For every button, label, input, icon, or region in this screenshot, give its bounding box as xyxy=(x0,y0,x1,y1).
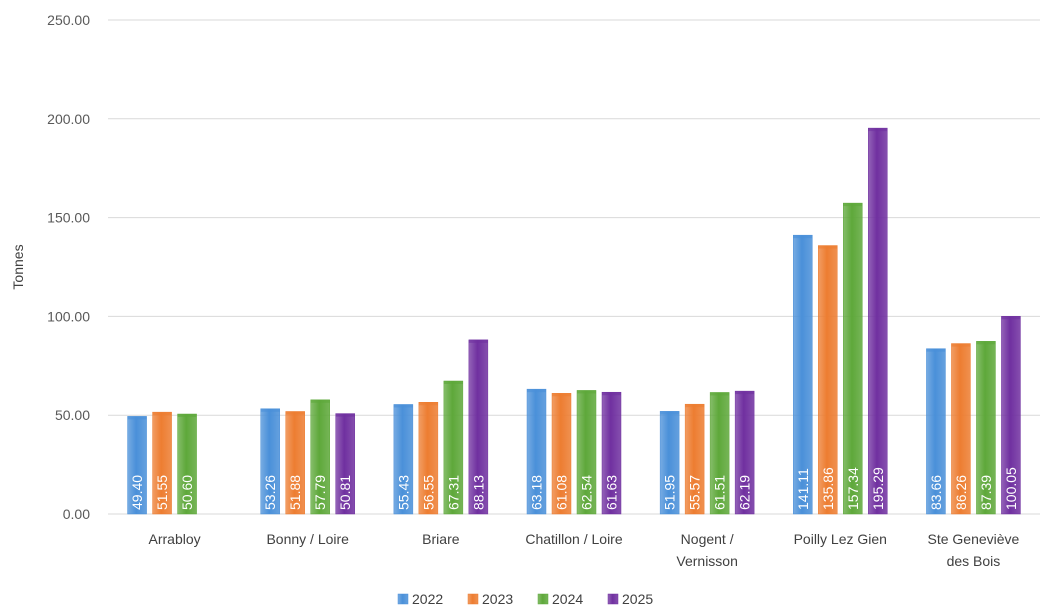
data-label: 51.95 xyxy=(662,475,678,510)
data-label: 56.55 xyxy=(420,475,436,510)
bar-cap xyxy=(868,128,888,132)
bar-cap xyxy=(335,413,355,417)
legend-swatch xyxy=(607,593,619,605)
bar-cap xyxy=(577,390,596,394)
data-label: 87.39 xyxy=(978,475,994,510)
legend: 2022 2023 2024 2025 xyxy=(397,591,653,607)
data-label: 86.26 xyxy=(953,475,969,510)
x-category-label: Ste Geneviève xyxy=(928,531,1020,547)
gridlines xyxy=(108,19,1040,515)
data-label: 100.05 xyxy=(1003,467,1019,510)
data-label: 53.26 xyxy=(262,475,278,510)
data-label: 157.34 xyxy=(845,467,861,510)
data-label: 83.66 xyxy=(928,475,944,510)
bar-cap xyxy=(1001,316,1021,320)
bars xyxy=(127,127,1021,515)
data-label: 195.29 xyxy=(870,467,886,510)
x-category-label: Bonny / Loire xyxy=(266,531,349,547)
data-label: 62.54 xyxy=(579,475,595,510)
bar-cap xyxy=(527,389,546,393)
data-label: 62.19 xyxy=(737,475,753,510)
data-label: 57.79 xyxy=(312,475,328,510)
legend-label: 2025 xyxy=(622,591,653,607)
bar-cap xyxy=(310,399,330,403)
bar-cap xyxy=(660,411,680,415)
bar-cap xyxy=(926,348,946,352)
legend-label: 2022 xyxy=(412,591,443,607)
bar-cap xyxy=(793,235,813,239)
bar-cap xyxy=(552,393,571,397)
bar-cap xyxy=(843,203,863,207)
x-category-label: Nogent / xyxy=(681,531,734,547)
x-category-label: Poilly Lez Gien xyxy=(794,531,887,547)
y-tick-label: 250.00 xyxy=(47,12,90,28)
y-tick-label: 200.00 xyxy=(47,111,90,127)
y-tick-label: 150.00 xyxy=(47,210,90,226)
bar-cap xyxy=(418,402,438,406)
bar-cap xyxy=(260,408,280,412)
y-tick-label: 50.00 xyxy=(55,407,90,423)
bar-cap xyxy=(818,245,838,249)
legend-swatch xyxy=(467,593,479,605)
legend-swatch xyxy=(537,593,549,605)
y-tick-label: 100.00 xyxy=(47,308,90,324)
legend-label: 2024 xyxy=(552,591,583,607)
data-label: 63.18 xyxy=(529,475,545,510)
bar-cap xyxy=(285,411,305,415)
bar-cap xyxy=(735,391,755,395)
bar-cap xyxy=(710,392,730,396)
x-category-label: des Bois xyxy=(947,553,1001,569)
bar-cap xyxy=(152,412,172,416)
bar-cap xyxy=(127,416,147,420)
data-label: 51.55 xyxy=(154,475,170,510)
bar-cap xyxy=(443,380,463,384)
data-labels: 49.40 51.55 50.60 53.26 51.88 57.79 50.81 55.43… xyxy=(129,467,1019,510)
legend-swatch xyxy=(397,593,409,605)
data-label: 135.86 xyxy=(820,467,836,510)
bar-cap xyxy=(951,343,971,347)
data-label: 61.51 xyxy=(712,475,728,510)
x-category-label: Vernisson xyxy=(676,553,737,569)
bar-cap xyxy=(976,341,996,345)
bar-cap xyxy=(685,404,705,408)
x-axis-categories: Arrabloy Bonny / Loire Briare Chatillon / L… xyxy=(149,531,1020,569)
y-axis-label: Tonnes xyxy=(10,244,26,289)
data-label: 55.43 xyxy=(395,475,411,510)
x-category-label: Arrabloy xyxy=(149,531,201,547)
data-label: 50.81 xyxy=(337,475,353,510)
bar-cap xyxy=(468,339,488,343)
data-label: 61.63 xyxy=(604,475,620,510)
data-label: 50.60 xyxy=(179,475,195,510)
data-label: 141.11 xyxy=(795,468,811,510)
data-label: 55.57 xyxy=(687,475,703,510)
data-label: 67.31 xyxy=(445,475,461,510)
bar-2025 xyxy=(868,127,888,515)
bar-cap xyxy=(602,392,621,396)
x-category-label: Chatillon / Loire xyxy=(525,531,622,547)
bar-cap xyxy=(177,414,197,418)
legend-label: 2023 xyxy=(482,591,513,607)
bar-cap xyxy=(393,404,413,408)
data-label: 88.13 xyxy=(470,475,486,510)
data-label: 51.88 xyxy=(287,475,303,510)
data-label: 61.08 xyxy=(554,475,570,510)
x-category-label: Briare xyxy=(422,531,460,547)
data-label: 49.40 xyxy=(129,475,145,510)
y-axis-ticks: 0.00 50.00 100.00 150.00 200.00 250.00 xyxy=(47,12,90,522)
y-tick-label: 0.00 xyxy=(63,506,90,522)
